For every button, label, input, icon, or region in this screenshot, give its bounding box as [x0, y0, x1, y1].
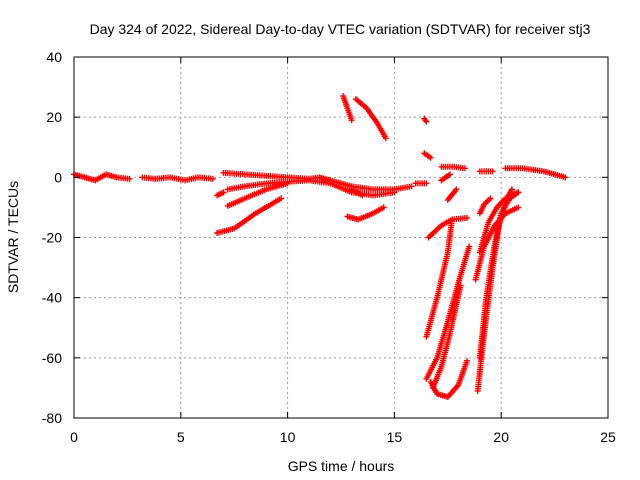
data-point	[427, 154, 434, 161]
data-point	[126, 175, 133, 182]
y-tick-label: 0	[54, 169, 62, 185]
data-point	[359, 192, 366, 199]
data-point	[284, 180, 291, 187]
data-point	[382, 135, 389, 142]
series-4	[438, 163, 569, 184]
grid	[74, 57, 608, 418]
data-point	[446, 171, 453, 178]
data-point	[209, 175, 216, 182]
data-point	[449, 216, 456, 223]
data-point	[508, 186, 515, 193]
data-point	[220, 189, 227, 196]
y-tick-label: 40	[46, 49, 62, 65]
data-point	[423, 180, 430, 187]
y-axis-label: SDTVAR / TECUs	[5, 181, 21, 293]
data-point	[515, 204, 522, 211]
data-point	[464, 214, 471, 221]
data-point	[380, 204, 387, 211]
data-point	[515, 189, 522, 196]
data-point	[453, 186, 460, 193]
series-2	[214, 180, 291, 236]
data-point	[487, 195, 494, 202]
y-tick-label: -20	[42, 230, 62, 246]
axis-ticks: 0 5 10 15 20 25 -80 -60 -40 -20 0 20 40	[42, 49, 616, 445]
y-tick-label: -60	[42, 350, 62, 366]
data-point	[348, 117, 355, 124]
data-point	[278, 195, 285, 202]
data-point	[461, 165, 468, 172]
plot-area	[71, 93, 569, 400]
data-point	[562, 174, 569, 181]
x-tick-label: 15	[387, 429, 403, 445]
data-point	[423, 118, 430, 125]
data-point	[489, 168, 496, 175]
series-1	[71, 169, 430, 199]
x-tick-label: 25	[600, 429, 616, 445]
data-point	[391, 189, 398, 196]
y-tick-label: 20	[46, 109, 62, 125]
x-tick-label: 20	[493, 429, 509, 445]
y-tick-label: -40	[42, 290, 62, 306]
y-tick-label: -80	[42, 410, 62, 426]
x-tick-label: 5	[177, 429, 185, 445]
series-5	[423, 186, 522, 400]
data-point	[457, 282, 464, 289]
x-axis-label: GPS time / hours	[288, 458, 395, 474]
x-tick-label: 0	[70, 429, 78, 445]
x-tick-label: 10	[280, 429, 296, 445]
series-3	[340, 93, 434, 223]
chart-title: Day 324 of 2022, Sidereal Day-to-day VTE…	[90, 21, 591, 37]
data-point	[464, 357, 471, 364]
data-point	[408, 183, 415, 190]
data-point	[466, 243, 473, 250]
